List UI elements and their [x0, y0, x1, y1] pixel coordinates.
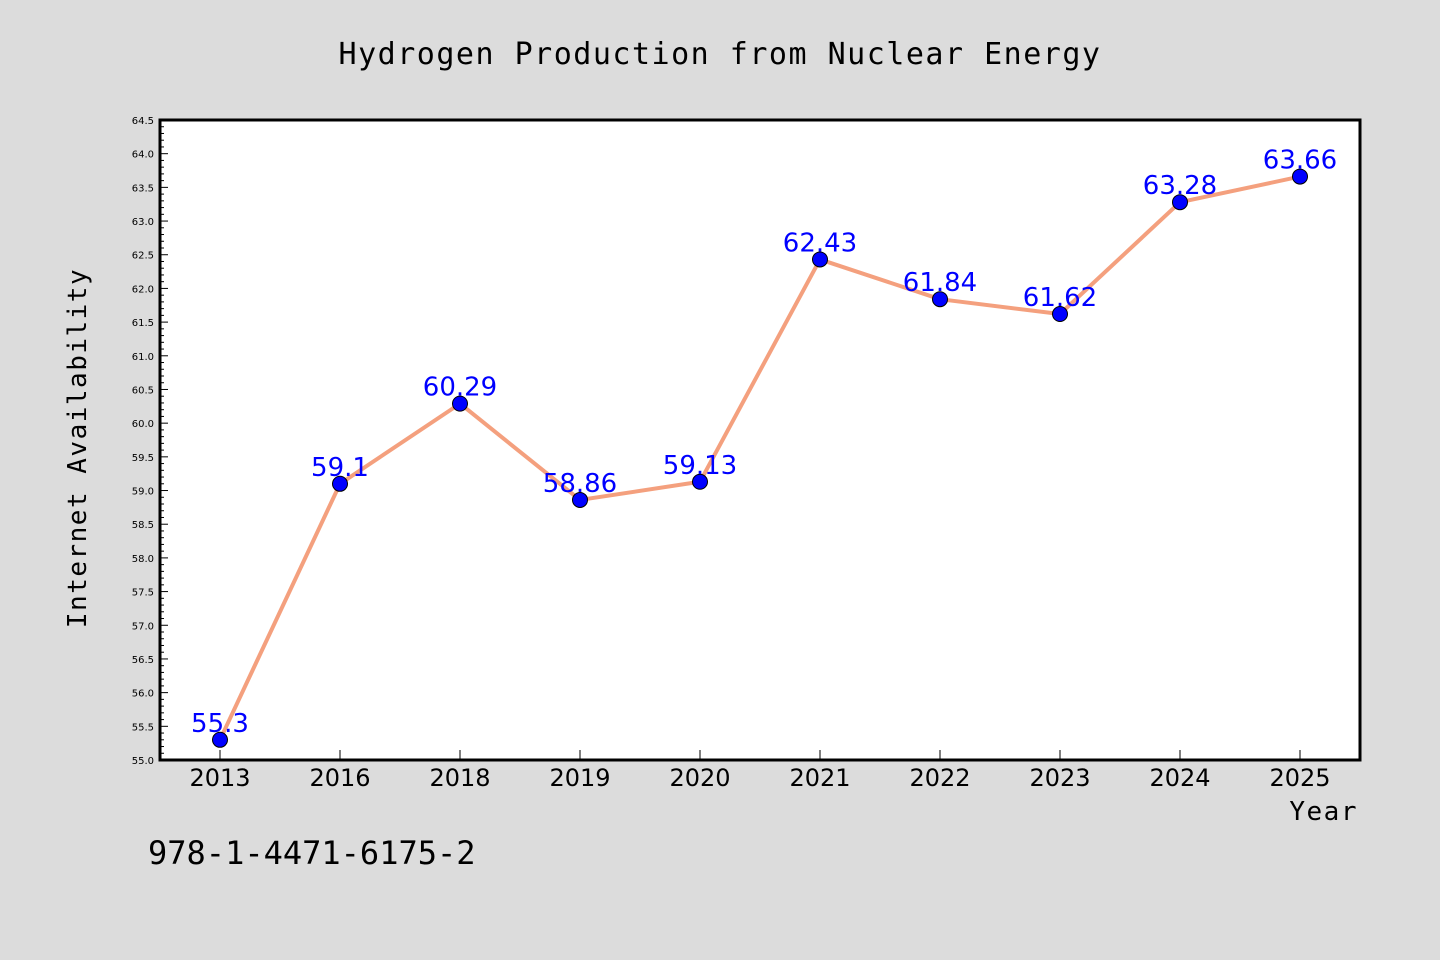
y-tick-label: 58.5: [132, 520, 154, 531]
plot-frame: [158, 118, 1362, 762]
y-tick-label: 64.0: [132, 150, 154, 161]
x-tick-label: 2024: [1149, 764, 1210, 792]
y-tick-label: 63.5: [132, 183, 154, 194]
x-tick-label: 2016: [309, 764, 370, 792]
data-labels-group: 55.3 59.1 60.29 58.86 59.13 62.43 61.84 61.62 63…: [191, 146, 1337, 739]
data-point: [692, 473, 708, 490]
y-tick-label: 59.0: [132, 487, 154, 498]
y-tick-label: 59.5: [132, 453, 154, 464]
y-tick-label: 58.0: [132, 554, 154, 565]
series-line: [218, 174, 1302, 742]
data-point: [1292, 168, 1308, 185]
x-tick-label: 2022: [909, 764, 970, 792]
y-tick-label: 62.0: [132, 284, 154, 295]
data-label: 59.13: [663, 451, 737, 481]
y-tick-label: 56.5: [132, 655, 154, 666]
data-label: 62.43: [783, 228, 857, 258]
data-point: [332, 475, 348, 492]
y-tick-label: 55.5: [132, 722, 154, 733]
y-tick-label: 60.5: [132, 385, 154, 396]
data-label: 61.84: [903, 268, 977, 298]
data-point: [932, 291, 948, 308]
data-point: [1172, 194, 1188, 211]
y-axis-ticks: 55.0 55.5 56.0 56.5 57.0 57.5 58.0 58.5 59.0 59.5…: [132, 116, 168, 767]
data-point: [812, 251, 828, 268]
y-tick-label: 63.0: [132, 217, 154, 228]
x-tick-label: 2018: [429, 764, 490, 792]
data-label: 55.3: [191, 709, 249, 739]
x-tick-label: 2025: [1269, 764, 1330, 792]
data-label: 58.86: [543, 469, 617, 499]
y-tick-label: 62.5: [132, 251, 154, 262]
footer-isbn: 978-1-4471-6175-2: [148, 834, 476, 872]
y-tick-label: 60.0: [132, 419, 154, 430]
data-point: [572, 491, 588, 508]
data-label: 59.1: [311, 453, 369, 483]
chart-title: Hydrogen Production from Nuclear Energy: [339, 37, 1102, 72]
data-point: [1052, 306, 1068, 323]
x-tick-label: 2019: [549, 764, 610, 792]
x-tick-label: 2013: [189, 764, 250, 792]
y-tick-label: 64.5: [132, 116, 154, 127]
y-tick-label: 61.0: [132, 352, 154, 363]
y-tick-label: 57.0: [132, 621, 154, 632]
data-label: 63.66: [1263, 146, 1337, 176]
y-axis-title: Internet Availability: [63, 268, 93, 628]
data-label: 60.29: [423, 373, 497, 403]
series-line-group: [218, 174, 1302, 742]
y-tick-label: 61.5: [132, 318, 154, 329]
x-axis-ticks: 2013 2016 2018 2019 2020 2021 2022 2023 2024 2025: [189, 750, 1331, 792]
y-tick-label: 55.0: [132, 756, 154, 767]
x-tick-label: 2023: [1029, 764, 1090, 792]
plot-area: [160, 120, 1360, 760]
series-markers-group: [212, 168, 1308, 748]
x-tick-label: 2021: [789, 764, 850, 792]
data-point: [212, 731, 228, 748]
x-tick-label: 2020: [669, 764, 730, 792]
data-label: 63.28: [1143, 171, 1217, 201]
y-tick-label: 57.5: [132, 588, 154, 599]
y-tick-label: 56.0: [132, 689, 154, 700]
data-point: [452, 395, 468, 412]
data-label: 61.62: [1023, 283, 1097, 313]
x-axis-title: Year: [1289, 797, 1358, 827]
